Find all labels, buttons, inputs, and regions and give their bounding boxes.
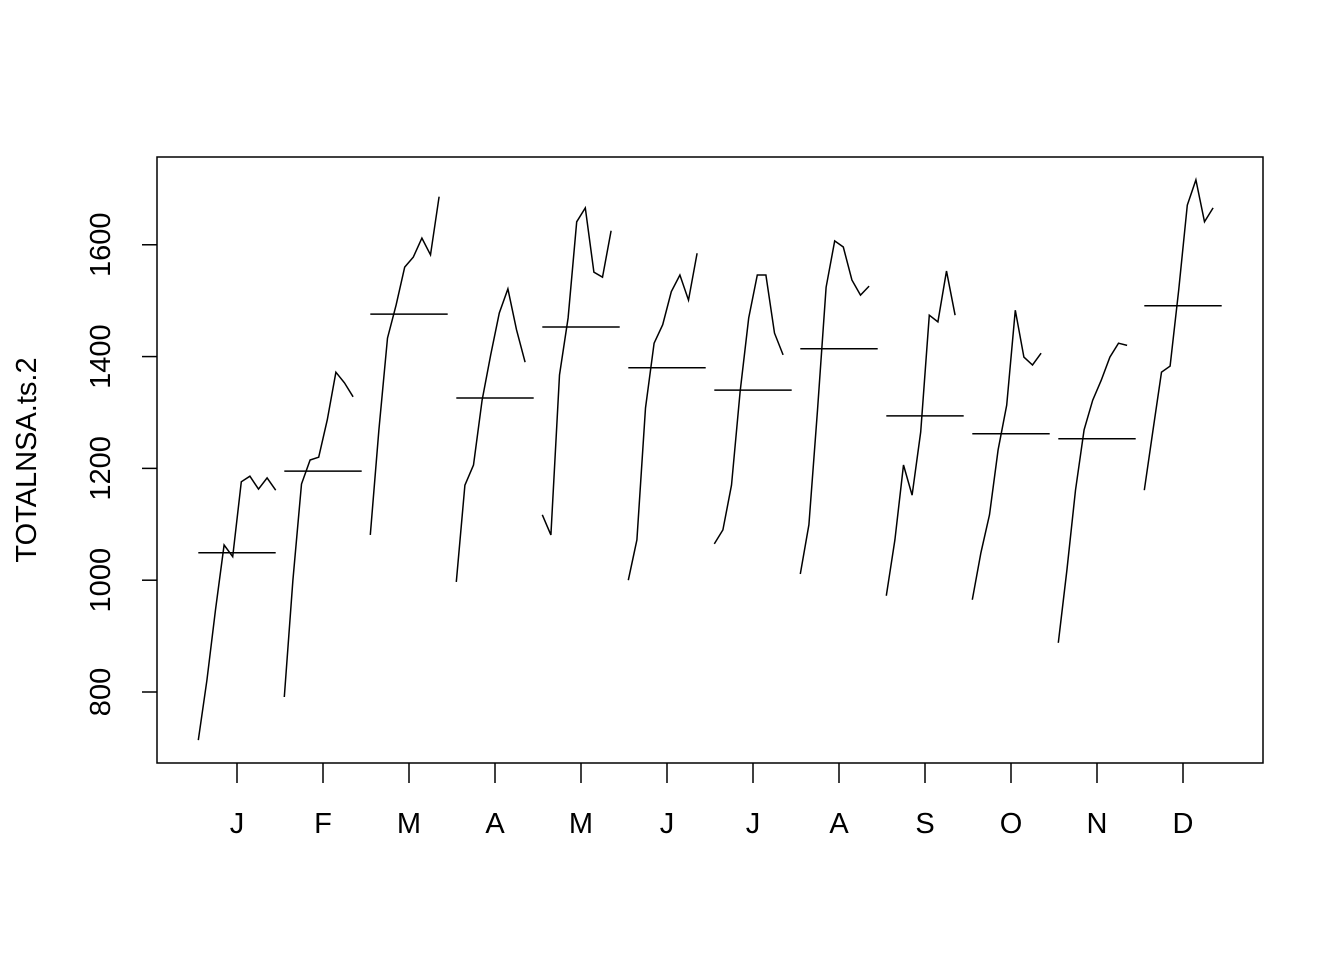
month-line [799,239,870,575]
x-tick-label: N [1087,808,1108,840]
x-tick-label: J [230,808,245,840]
y-tick-label: 1000 [85,548,117,613]
x-tick-label: J [660,808,675,840]
x-tick-label: M [569,808,593,840]
month-line [971,310,1042,600]
x-tick-label: O [1000,808,1023,840]
x-tick-label: M [397,808,421,840]
y-axis-label: TOTALNSA.ts.2 [11,357,43,562]
month-line [713,274,784,545]
y-tick-label: 1600 [85,213,117,278]
month-line [455,286,526,582]
y-tick-label: 800 [85,668,117,716]
month-line [1057,342,1128,643]
y-tick-label: 1400 [85,324,117,389]
x-tick-label: F [314,808,332,840]
x-tick-label: A [485,808,505,840]
month-line [369,196,440,535]
month-line [541,205,612,536]
month-line [197,475,277,741]
x-tick-label: J [746,808,761,840]
month-line [1143,177,1214,491]
x-tick-label: D [1173,808,1194,840]
x-tick-label: A [829,808,849,840]
month-line [283,370,354,698]
plot-box [156,156,1264,764]
month-line [627,253,698,581]
y-tick-label: 1200 [85,436,117,501]
x-tick-label: S [915,808,934,840]
month-line [885,270,956,596]
